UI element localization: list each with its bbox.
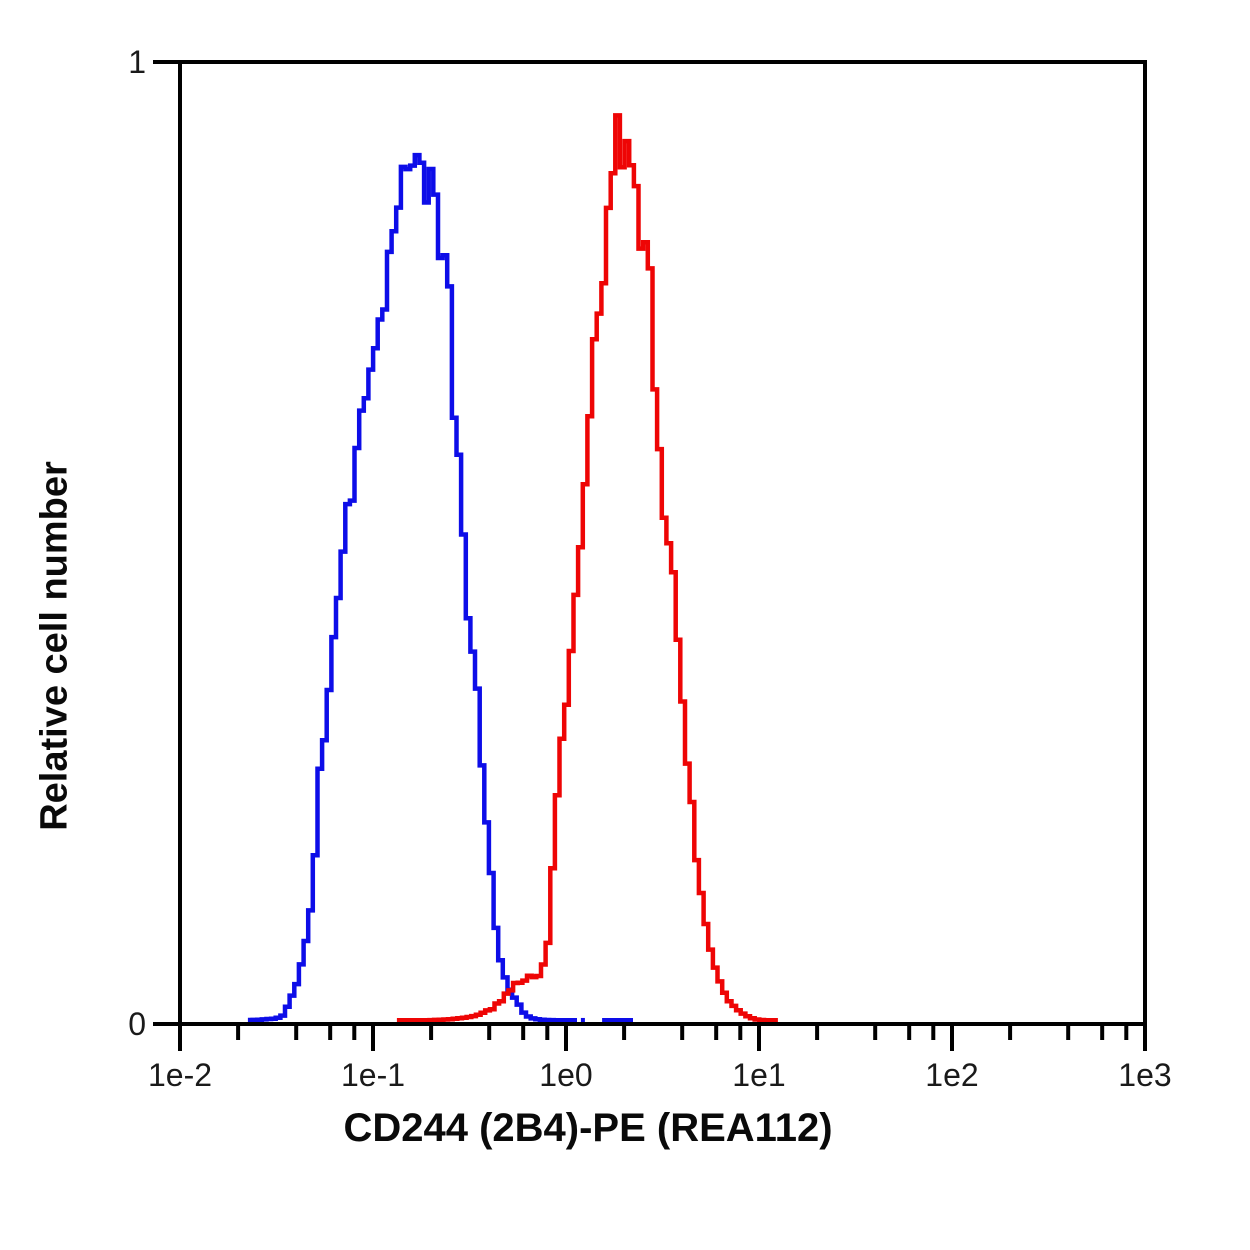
x-axis-title: CD244 (2B4)-PE (REA112) (343, 1106, 833, 1150)
plot-border (178, 60, 1147, 1026)
y-tick-label: 1 (128, 44, 146, 80)
x-tick-label: 1e-1 (341, 1057, 405, 1093)
x-tick-label: 1e1 (732, 1057, 785, 1093)
x-tick-label: 1e0 (539, 1057, 592, 1093)
y-axis-title: Relative cell number (33, 461, 76, 831)
histogram-curve-blue-control-histogram (247, 152, 577, 1023)
x-tick-label: 1e3 (1118, 1057, 1171, 1093)
x-tick-label: 1e2 (925, 1057, 978, 1093)
y-tick-label: 0 (128, 1006, 146, 1042)
histogram-curve-red-stained-histogram (396, 113, 778, 1023)
x-tick-label: 1e-2 (148, 1057, 212, 1093)
